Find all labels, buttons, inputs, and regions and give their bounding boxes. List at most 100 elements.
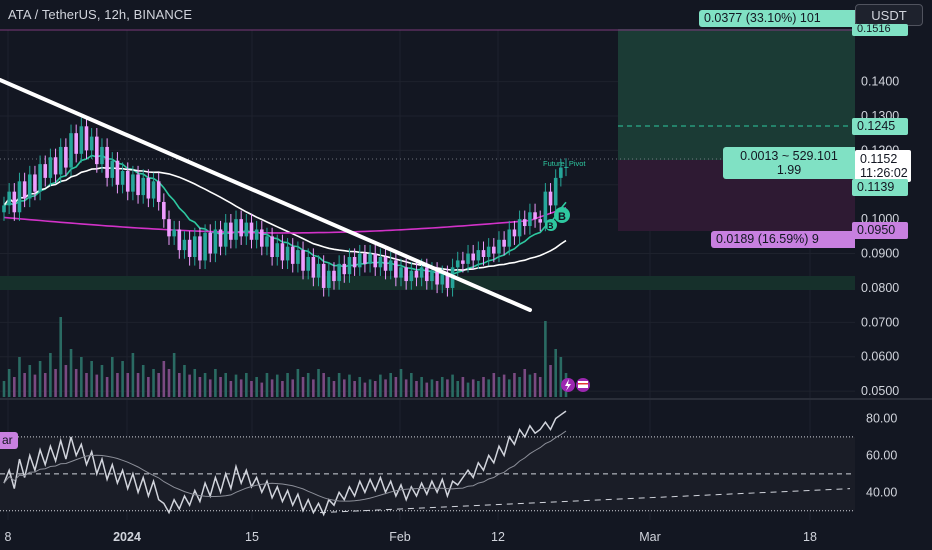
candle-body [84, 126, 89, 151]
volume-bar [172, 353, 176, 397]
rsi-panel[interactable] [0, 410, 855, 517]
candle-body [265, 236, 269, 247]
entry-info-label[interactable]: 0.0013 ~ 529.101 1.99 [723, 147, 855, 179]
moving-averages [3, 154, 567, 277]
pivot-marker-label: Future_Pivot [543, 159, 586, 168]
volume-bar [404, 379, 408, 397]
time-tick-label: Feb [389, 530, 411, 544]
volume-bar [245, 373, 248, 397]
volume-bar [13, 377, 16, 397]
buy-marker-1[interactable] [554, 207, 570, 223]
candle-body [198, 236, 202, 261]
candle-body [502, 239, 506, 247]
candle-body [430, 270, 434, 282]
volume-bar [538, 377, 542, 397]
volume-bar [482, 377, 485, 397]
candle-body [53, 157, 58, 175]
candle-body [337, 263, 341, 282]
candle-body [419, 267, 424, 278]
candle-body [115, 160, 120, 185]
candle-body [244, 222, 249, 237]
volume-bar [425, 382, 429, 397]
rsi-axis: 80.00 60.00 40.00 [866, 411, 897, 499]
downtrend-line[interactable] [0, 78, 532, 312]
volume-bar [157, 373, 160, 397]
volume-bar [410, 373, 413, 397]
flag-stripe [578, 383, 588, 385]
target-label[interactable]: 0.0377 (33.10%) 101 [699, 10, 855, 27]
volume-bar [327, 377, 331, 397]
volume-bar [348, 374, 351, 397]
candle-body [172, 229, 176, 237]
ema-fast-line [3, 154, 567, 277]
candle-body [435, 270, 439, 285]
time-tick-label: 2024 [113, 530, 141, 544]
volume-bar [43, 373, 47, 397]
time-tick-label: 8 [5, 530, 12, 544]
candle-body [141, 177, 146, 196]
candle-body [146, 177, 151, 199]
candle-body [399, 267, 403, 278]
candle-body [203, 232, 207, 261]
volume-bar [255, 377, 258, 397]
candle-body [234, 219, 238, 240]
candle-body [301, 250, 305, 271]
volume-bar [544, 321, 547, 397]
target-zone[interactable] [618, 29, 855, 160]
rsi-legend-tag[interactable]: ar [0, 432, 18, 449]
candle-body [440, 274, 445, 285]
volume-bar [296, 369, 300, 397]
volume-bar [492, 373, 496, 397]
volume-bar [2, 381, 6, 397]
time-axis[interactable]: 8 2024 15 Feb 12 Mar 18 [5, 530, 817, 544]
volume-bar [487, 379, 490, 397]
buy-marker-2[interactable] [545, 219, 557, 231]
volume-bar [528, 374, 532, 397]
candle-body [125, 171, 130, 192]
candle-body [74, 133, 78, 154]
candle-body [497, 239, 501, 254]
candle-body [404, 267, 408, 282]
candle-body [316, 263, 321, 278]
candle-body [136, 174, 140, 196]
time-tick-label: Mar [639, 530, 661, 544]
candle-body [43, 164, 48, 178]
support-zone [0, 276, 855, 290]
volume-bar [301, 377, 305, 397]
volume-bar [23, 373, 26, 397]
symbol-title[interactable]: ATA / TetherUS, 12h, BINANCE [8, 7, 193, 22]
candle-body [2, 205, 6, 213]
volume-bar [141, 365, 145, 397]
volume-bar [312, 379, 315, 397]
volume-bar [229, 381, 233, 397]
candle-body [17, 181, 22, 213]
candle-body [373, 253, 378, 268]
volume-bar [286, 373, 289, 397]
entry-info-line1: 0.0013 ~ 529.101 [740, 149, 838, 163]
volume-bar [162, 361, 166, 397]
volume-bar [554, 349, 557, 397]
volume-bar [74, 369, 78, 397]
volume-bar [219, 377, 222, 397]
candle-body [110, 160, 115, 178]
volume-bar [121, 361, 124, 397]
currency-button[interactable]: USDT [855, 4, 923, 26]
candle-body [306, 256, 311, 271]
price-tick-label: 0.0800 [861, 281, 899, 295]
volume-bar [167, 369, 171, 397]
candle-body [95, 136, 99, 165]
candle-body [33, 174, 37, 192]
stop-price-label: 0.0950 [852, 222, 908, 239]
candle-body [296, 250, 300, 264]
take-profit-price-label: 0.1245 [852, 118, 908, 135]
volume-bar [38, 361, 42, 397]
time-tick-label: 12 [491, 530, 505, 544]
price-tick-label: 0.0500 [861, 384, 899, 398]
candle-body [327, 270, 331, 288]
candle-body [476, 250, 481, 261]
candle-body [280, 243, 285, 261]
stop-label[interactable]: 0.0189 (16.59%) 9 [711, 231, 855, 248]
candle-body [7, 191, 11, 206]
candle-body [58, 146, 63, 175]
